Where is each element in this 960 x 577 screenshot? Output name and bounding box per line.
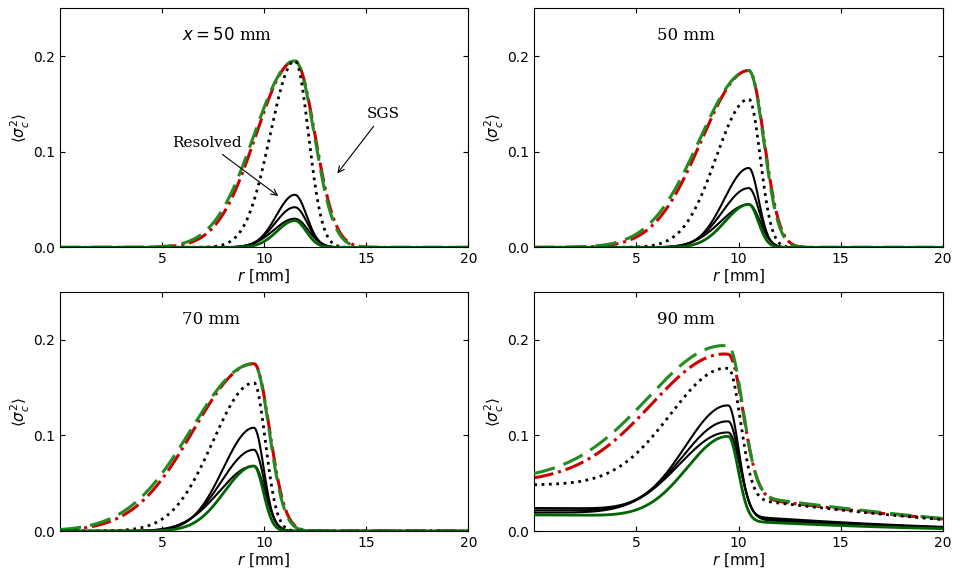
X-axis label: $r$ [mm]: $r$ [mm] — [237, 551, 291, 569]
X-axis label: $r$ [mm]: $r$ [mm] — [237, 268, 291, 285]
Text: $x = 50$ mm: $x = 50$ mm — [182, 28, 273, 44]
Y-axis label: $\langle \sigma_c^2 \rangle$: $\langle \sigma_c^2 \rangle$ — [9, 113, 32, 143]
Text: 70 mm: 70 mm — [182, 311, 240, 328]
Y-axis label: $\langle \sigma_c^2 \rangle$: $\langle \sigma_c^2 \rangle$ — [483, 113, 506, 143]
Y-axis label: $\langle \sigma_c^2 \rangle$: $\langle \sigma_c^2 \rangle$ — [9, 396, 32, 426]
X-axis label: $r$ [mm]: $r$ [mm] — [711, 268, 765, 285]
Text: Resolved: Resolved — [172, 136, 277, 195]
Y-axis label: $\langle \sigma_c^2 \rangle$: $\langle \sigma_c^2 \rangle$ — [483, 396, 506, 426]
Text: 50 mm: 50 mm — [657, 28, 714, 44]
X-axis label: $r$ [mm]: $r$ [mm] — [711, 551, 765, 569]
Text: 90 mm: 90 mm — [657, 311, 714, 328]
Text: SGS: SGS — [338, 107, 399, 173]
